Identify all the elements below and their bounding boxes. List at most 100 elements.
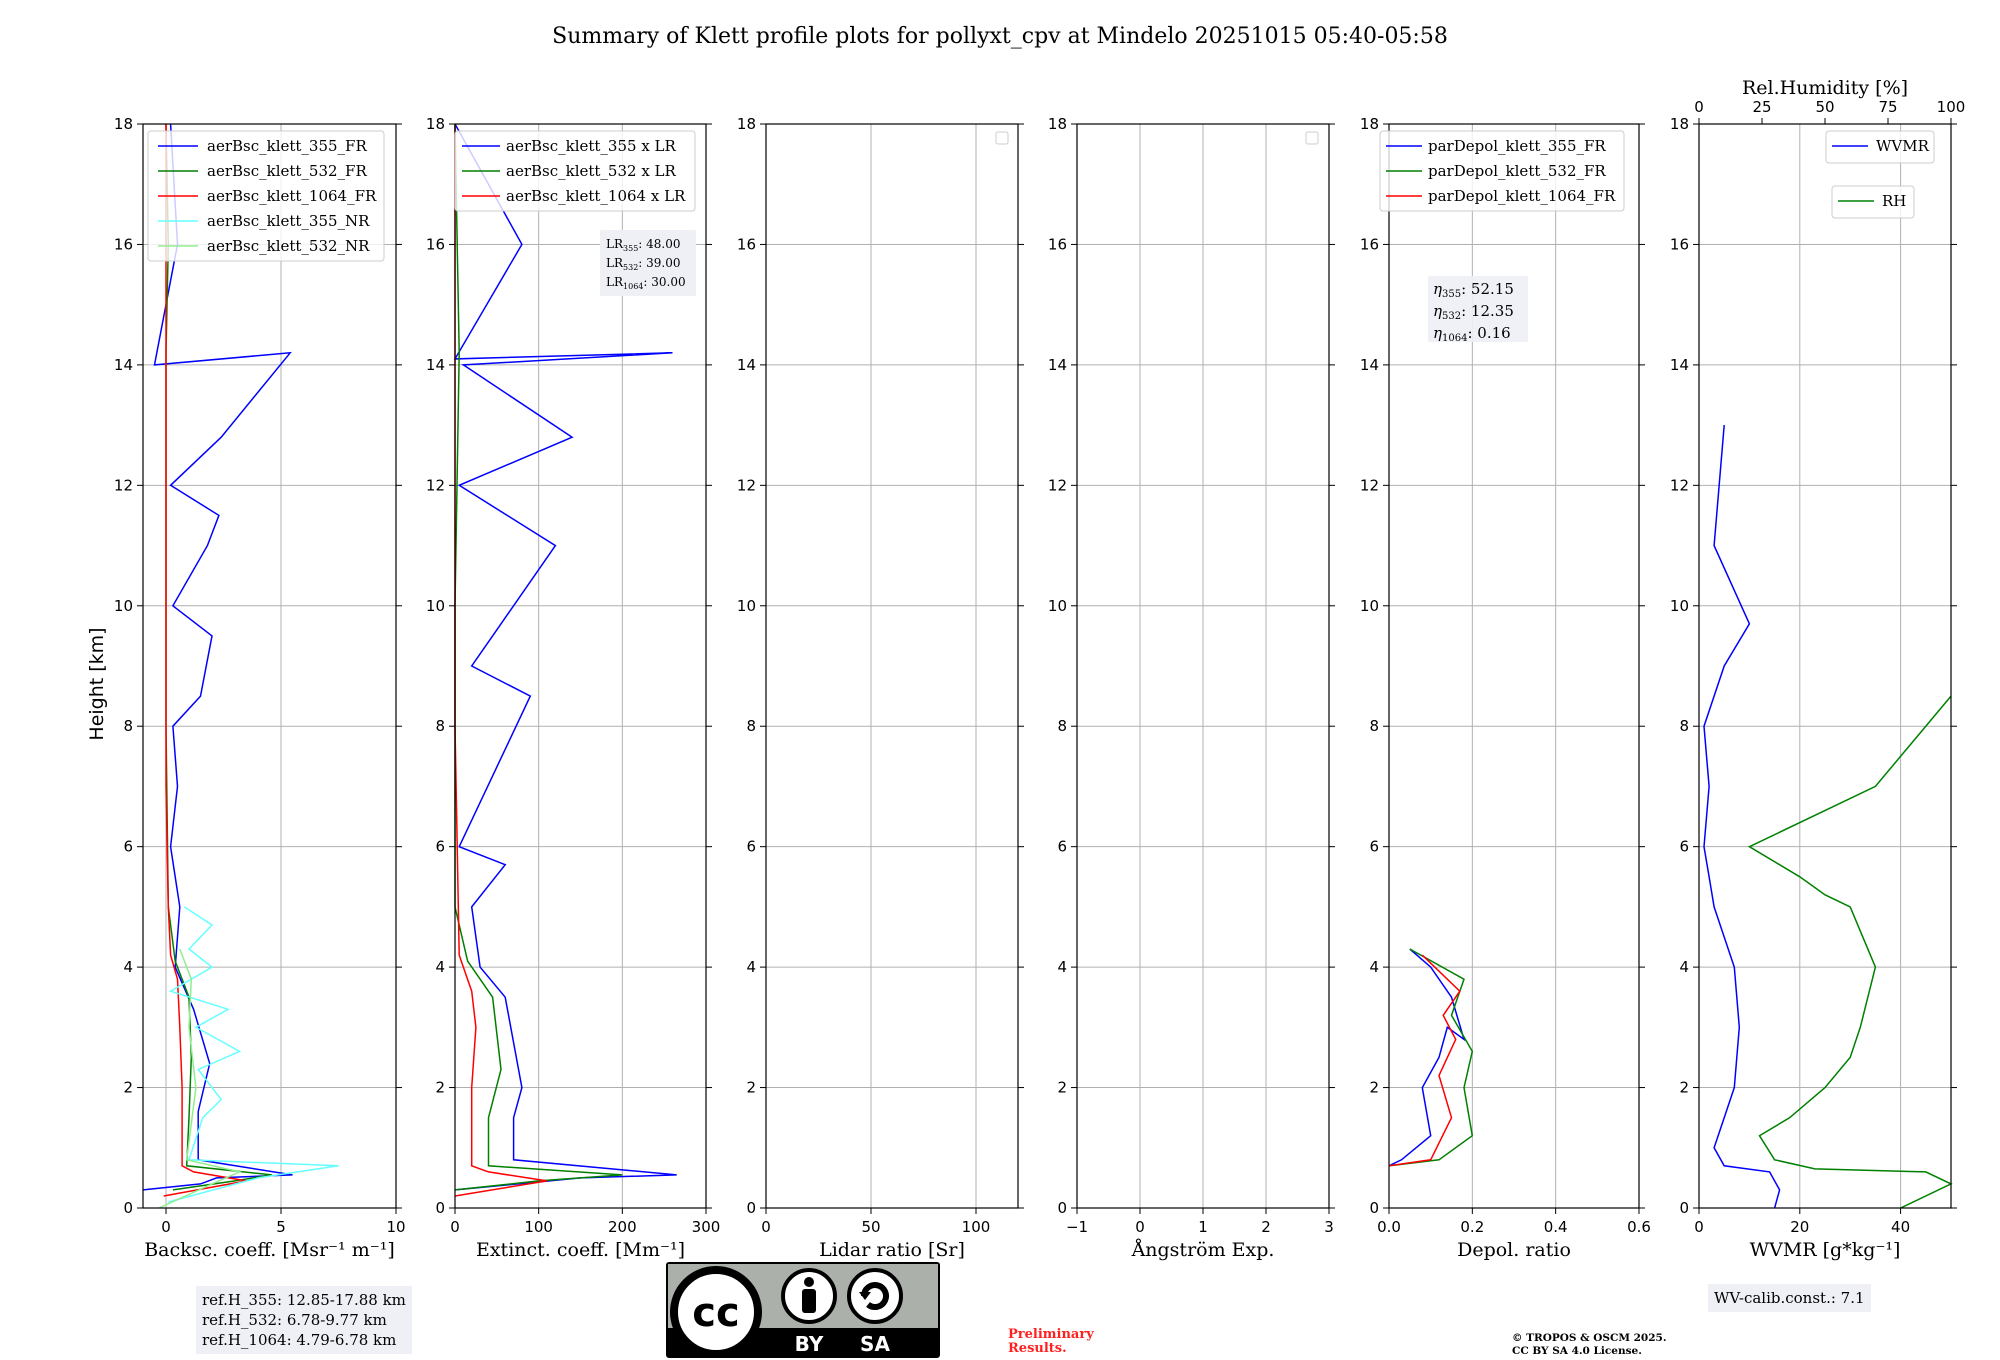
- lr-xtick-label-0: 0: [761, 1218, 771, 1236]
- ang-xtick-label-4: 3: [1324, 1218, 1334, 1236]
- ext-legend: aerBsc_klett_355 x LR aerBsc_klett_532 x…: [454, 130, 696, 212]
- ref-h-1064: ref.H_1064: 4.79-6.78 km: [202, 1331, 397, 1349]
- dep-ytick-label-3: 6: [1369, 838, 1379, 856]
- bsc-ytick-label-3: 6: [123, 838, 133, 856]
- wv-ytick-label-6: 12: [1670, 476, 1689, 494]
- legend-label-ext-1064: aerBsc_klett_1064 x LR: [506, 187, 686, 205]
- ext-xlabel: Extinct. coeff. [Mm⁻¹]: [476, 1239, 685, 1261]
- wv-ytick-label-0: 0: [1679, 1199, 1689, 1217]
- dep-legend: parDepol_klett_355_FR parDepol_klett_532…: [1379, 130, 1625, 212]
- ext-ytick-label-7: 14: [426, 356, 445, 374]
- eta-532-text: η532: 12.35: [1433, 302, 1514, 322]
- ext-ytick-label-6: 12: [426, 476, 445, 494]
- legend-label-bsc-355-fr: aerBsc_klett_355_FR: [207, 137, 367, 155]
- wv-ytick-label-1: 2: [1679, 1079, 1689, 1097]
- ext-ytick-label-0: 0: [435, 1199, 445, 1217]
- wv-ytick-label-5: 10: [1670, 597, 1689, 615]
- eta-annotation-box: η355: 52.15 η532: 12.35 η1064: 0.16: [1428, 276, 1528, 344]
- cc-logo-icon: [670, 1266, 762, 1358]
- wv-top-xlabel: Rel.Humidity [%]: [1742, 77, 1908, 99]
- lr-532-text: LR532: 39.00: [606, 256, 681, 272]
- lr-xtick-label-2: 100: [962, 1218, 991, 1236]
- dep-series-1: [1388, 948, 1474, 1167]
- ext-ytick-label-1: 2: [435, 1079, 445, 1097]
- eta-1064-text: η1064: 0.16: [1433, 324, 1511, 344]
- bsc-xtick-label-2: 10: [386, 1218, 405, 1236]
- rh-legend: RH: [1831, 185, 1915, 219]
- lr-frame: [765, 123, 1019, 1209]
- wv-series-0: [1703, 425, 1781, 1209]
- wv-ytick-label-3: 6: [1679, 838, 1689, 856]
- wv-top-tick-label-0: 0: [1694, 98, 1704, 116]
- wv-top-tick-label-3: 75: [1878, 98, 1897, 116]
- ref-h-355: ref.H_355: 12.85-17.88 km: [202, 1291, 406, 1309]
- depol-panel: 0.0 0.2 0.4 0.6 0 2 4 6 8 10 12 14 16 18 Depol. ratio: [1360, 115, 1651, 1261]
- ang-xtick-label-1: 0: [1135, 1218, 1145, 1236]
- bsc-ytick-label-6: 12: [114, 476, 133, 494]
- ang-ytick-label-8: 16: [1048, 235, 1067, 253]
- legend-label-ext-355: aerBsc_klett_355 x LR: [506, 137, 677, 155]
- dep-xtick-label-1: 0.2: [1460, 1218, 1484, 1236]
- wv-calib-box: WV-calib.const.: 7.1: [1708, 1284, 1871, 1312]
- sa-sharealike-icon: [847, 1268, 903, 1324]
- legend-label-bsc-355-nr: aerBsc_klett_355_NR: [207, 212, 370, 230]
- bsc-ytick-label-0: 0: [123, 1199, 133, 1217]
- wv-top-tick-label-1: 25: [1752, 98, 1771, 116]
- wv-xtick-label-0: 0: [1694, 1218, 1704, 1236]
- ang-ytick-label-9: 18: [1048, 115, 1067, 133]
- dep-ytick-label-6: 12: [1360, 476, 1379, 494]
- bsc-frame: [142, 123, 397, 1209]
- bsc-ytick-label-4: 8: [123, 717, 133, 735]
- ext-xtick-label-3: 300: [692, 1218, 721, 1236]
- dep-ytick-label-5: 10: [1360, 597, 1379, 615]
- lr-annotation-box: LR355: 48.00 LR532: 39.00 LR1064: 30.00: [600, 230, 696, 296]
- by-label: BY: [795, 1332, 824, 1356]
- eta-355-text: η355: 52.15: [1433, 280, 1514, 300]
- ang-ytick-label-5: 10: [1048, 597, 1067, 615]
- bsc-ytick-label-7: 14: [114, 356, 133, 374]
- wvmr-legend: WVMR: [1825, 130, 1935, 164]
- lr-ytick-label-6: 12: [737, 476, 756, 494]
- wv-ytick-label-2: 4: [1679, 958, 1689, 976]
- wv-top-tick-label-2: 50: [1815, 98, 1834, 116]
- ang-ytick-label-7: 14: [1048, 356, 1067, 374]
- bsc-ytick-label-8: 16: [114, 235, 133, 253]
- ext-xtick-label-1: 100: [524, 1218, 553, 1236]
- ref-h-532: ref.H_532: 6.78-9.77 km: [202, 1311, 387, 1329]
- ang-ytick-label-1: 2: [1057, 1079, 1067, 1097]
- extinction-panel: 0 100 200 300 0 2 4 6 8 10 12 14 16 18 Extinct. coeff.…: [426, 115, 720, 1261]
- legend-label-wvmr: WVMR: [1876, 137, 1930, 155]
- dep-xtick-label-3: 0.6: [1627, 1218, 1651, 1236]
- ext-series-0: [453, 123, 677, 1191]
- bsc-ytick-label-1: 2: [123, 1079, 133, 1097]
- preliminary-results-note: Preliminary Results.: [1008, 1328, 1094, 1356]
- backscatter-panel: 0 5 10 0 2 4 6 8 10 12 14 16 18 Backsc. coeff. [Msr⁻¹…: [114, 115, 406, 1261]
- dep-xlabel: Depol. ratio: [1457, 1239, 1571, 1261]
- dep-ytick-label-2: 4: [1369, 958, 1379, 976]
- wv-calib-text: WV-calib.const.: 7.1: [1714, 1289, 1865, 1307]
- ang-xtick-label-3: 2: [1261, 1218, 1271, 1236]
- bsc-series-3: [168, 906, 339, 1203]
- legend-label-bsc-532-fr: aerBsc_klett_532_FR: [207, 162, 367, 180]
- ext-series-2: [454, 124, 548, 1197]
- lr-ytick-label-1: 2: [746, 1079, 756, 1097]
- lr-355-text: LR355: 48.00: [606, 237, 681, 253]
- bsc-series-2: [163, 124, 247, 1197]
- wv-ytick-label-7: 14: [1670, 356, 1689, 374]
- dep-ytick-label-0: 0: [1369, 1199, 1379, 1217]
- ang-ytick-label-0: 0: [1057, 1199, 1067, 1217]
- ext-frame: [454, 123, 707, 1209]
- bsc-xtick-label-0: 0: [161, 1218, 171, 1236]
- wvmr-panel: 0 20 40 0 2 4 6 8 10 12 14 16 18 WVMR [g*kg⁻¹] 0 25 50 75…: [1670, 77, 1965, 1261]
- lr-ytick-label-7: 14: [737, 356, 756, 374]
- copyright-note: © TROPOS & OSCM 2025. CC BY SA 4.0 Licen…: [1512, 1332, 1667, 1358]
- legend-label-dep-1064: parDepol_klett_1064_FR: [1428, 187, 1616, 205]
- cc-logo-text: cc: [692, 1290, 739, 1336]
- legend-label-dep-355: parDepol_klett_355_FR: [1428, 137, 1606, 155]
- bsc-series-0: [142, 123, 293, 1191]
- wv-top-tick-label-4: 100: [1937, 98, 1966, 116]
- lr-ytick-label-2: 4: [746, 958, 756, 976]
- wv-series-1: [1747, 695, 1953, 1209]
- height-axis-label: Height [km]: [86, 627, 108, 740]
